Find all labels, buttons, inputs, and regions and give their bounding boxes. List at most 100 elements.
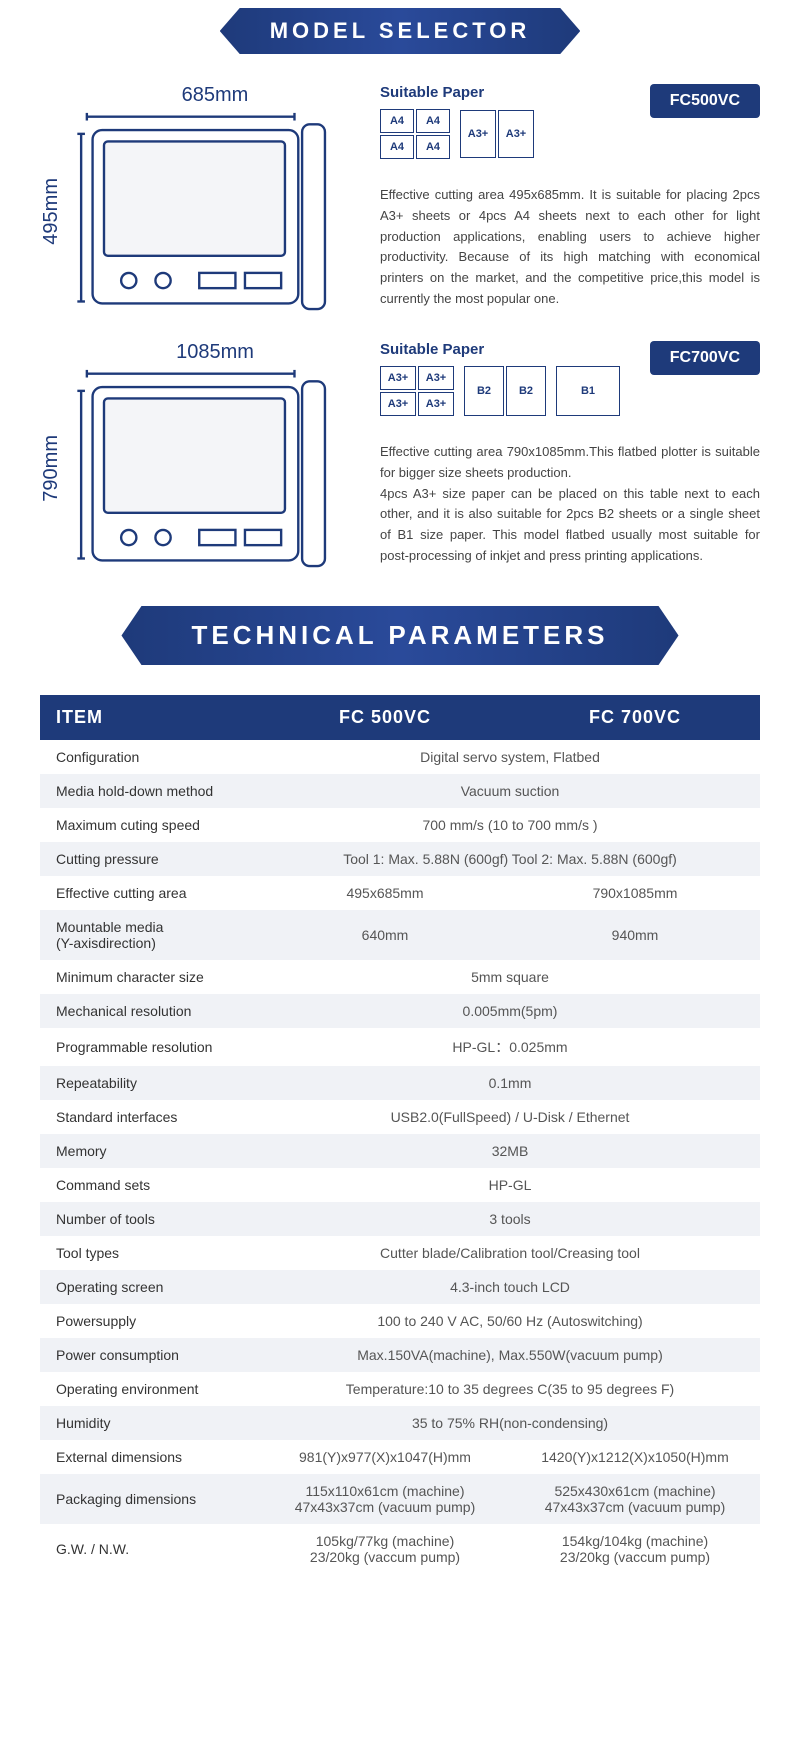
spec-label: Memory <box>40 1134 260 1168</box>
paper-a3plus: A3+ <box>418 366 454 390</box>
spec-value-b: 1420(Y)x1212(X)x1050(H)mm <box>510 1440 760 1474</box>
spec-label: Powersupply <box>40 1304 260 1338</box>
spec-label: Operating environment <box>40 1372 260 1406</box>
spec-label: Number of tools <box>40 1202 260 1236</box>
paper-a4: A4 <box>416 135 450 159</box>
table-row: External dimensions981(Y)x977(X)x1047(H)… <box>40 1440 760 1474</box>
spec-label: Configuration <box>40 740 260 774</box>
spec-value: HP-GL <box>260 1168 760 1202</box>
table-row: Command setsHP-GL <box>40 1168 760 1202</box>
spec-value: 0.005mm(5pm) <box>260 994 760 1028</box>
spec-label: Repeatability <box>40 1066 260 1100</box>
spec-value: 100 to 240 V AC, 50/60 Hz (Autoswitching… <box>260 1304 760 1338</box>
paper-sizes: A4 A4 A4 A4 A3+ A3+ <box>380 109 534 159</box>
table-row: Packaging dimensions115x110x61cm (machin… <box>40 1474 760 1524</box>
model-badge: FC700VC <box>650 341 760 375</box>
banner-text: TECHNICAL PARAMETERS <box>121 606 678 665</box>
paper-a3plus: A3+ <box>418 392 454 416</box>
height-dimension: 790mm <box>40 435 63 502</box>
paper-a3plus: A3+ <box>460 110 496 158</box>
spec-value-b: 940mm <box>510 910 760 960</box>
spec-value: Vacuum suction <box>260 774 760 808</box>
width-dimension: 1085mm <box>80 341 350 364</box>
paper-b2: B2 <box>464 366 504 416</box>
table-row: G.W. / N.W.105kg/77kg (machine) 23/20kg … <box>40 1524 760 1574</box>
table-row: Media hold-down methodVacuum suction <box>40 774 760 808</box>
table-row: Standard interfacesUSB2.0(FullSpeed) / U… <box>40 1100 760 1134</box>
info-column: Suitable Paper A3+ A3+ A3+ A3+ B2 <box>380 341 760 568</box>
spec-value: 700 mm/s (10 to 700 mm/s ) <box>260 808 760 842</box>
spec-value: Digital servo system, Flatbed <box>260 740 760 774</box>
table-row: Maximum cuting speed700 mm/s (10 to 700 … <box>40 808 760 842</box>
plotter-diagram <box>69 111 350 311</box>
table-row: Power consumptionMax.150VA(machine), Max… <box>40 1338 760 1372</box>
model-selector-banner: MODEL SELECTOR <box>0 8 800 54</box>
spec-value: Max.150VA(machine), Max.550W(vacuum pump… <box>260 1338 760 1372</box>
spec-label: Cutting pressure <box>40 842 260 876</box>
table-row: Operating screen4.3-inch touch LCD <box>40 1270 760 1304</box>
spec-label: Packaging dimensions <box>40 1474 260 1524</box>
spec-label: Operating screen <box>40 1270 260 1304</box>
suitable-paper-title: Suitable Paper <box>380 84 534 101</box>
paper-b2: B2 <box>506 366 546 416</box>
spec-value: USB2.0(FullSpeed) / U-Disk / Ethernet <box>260 1100 760 1134</box>
col-fc500: FC 500VC <box>260 695 510 740</box>
spec-value: HP-GL：0.025mm <box>260 1028 760 1066</box>
paper-sizes: A3+ A3+ A3+ A3+ B2 B2 B1 <box>380 366 620 416</box>
plotter-diagram <box>69 368 350 568</box>
table-row: Programmable resolutionHP-GL：0.025mm <box>40 1028 760 1066</box>
table-row: Operating environmentTemperature:10 to 3… <box>40 1372 760 1406</box>
spec-label: Humidity <box>40 1406 260 1440</box>
spec-table: ITEM FC 500VC FC 700VC ConfigurationDigi… <box>40 695 760 1574</box>
model-description: Effective cutting area 495x685mm. It is … <box>380 185 760 310</box>
info-column: Suitable Paper A4 A4 A4 A4 A3+ <box>380 84 760 311</box>
paper-a4: A4 <box>380 135 414 159</box>
banner-text: MODEL SELECTOR <box>220 8 581 54</box>
table-row: Tool typesCutter blade/Calibration tool/… <box>40 1236 760 1270</box>
spec-label: Command sets <box>40 1168 260 1202</box>
spec-label: Tool types <box>40 1236 260 1270</box>
spec-label: Minimum character size <box>40 960 260 994</box>
col-fc700: FC 700VC <box>510 695 760 740</box>
spec-value: 35 to 75% RH(non-condensing) <box>260 1406 760 1440</box>
table-row: Repeatability0.1mm <box>40 1066 760 1100</box>
spec-label: Programmable resolution <box>40 1028 260 1066</box>
paper-a3plus: A3+ <box>380 392 416 416</box>
spec-value-b: 790x1085mm <box>510 876 760 910</box>
diagram-column: 1085mm 790mm <box>40 341 350 568</box>
spec-value-a: 640mm <box>260 910 510 960</box>
model-badge: FC500VC <box>650 84 760 118</box>
spec-value: Tool 1: Max. 5.88N (600gf) Tool 2: Max. … <box>260 842 760 876</box>
paper-b1: B1 <box>556 366 620 416</box>
spec-label: Mountable media (Y-axisdirection) <box>40 910 260 960</box>
suitable-paper-title: Suitable Paper <box>380 341 620 358</box>
spec-label: Standard interfaces <box>40 1100 260 1134</box>
spec-label: Power consumption <box>40 1338 260 1372</box>
spec-value-a: 981(Y)x977(X)x1047(H)mm <box>260 1440 510 1474</box>
spec-label: External dimensions <box>40 1440 260 1474</box>
spec-value: 3 tools <box>260 1202 760 1236</box>
table-row: Memory32MB <box>40 1134 760 1168</box>
spec-value-a: 105kg/77kg (machine) 23/20kg (vaccum pum… <box>260 1524 510 1574</box>
table-row: ConfigurationDigital servo system, Flatb… <box>40 740 760 774</box>
paper-a3plus: A3+ <box>380 366 416 390</box>
table-row: Mechanical resolution0.005mm(5pm) <box>40 994 760 1028</box>
spec-value: Temperature:10 to 35 degrees C(35 to 95 … <box>260 1372 760 1406</box>
spec-value: Cutter blade/Calibration tool/Creasing t… <box>260 1236 760 1270</box>
spec-label: Mechanical resolution <box>40 994 260 1028</box>
spec-value: 5mm square <box>260 960 760 994</box>
model-row-fc500: 685mm 495mm S <box>0 84 800 341</box>
spec-value: 4.3-inch touch LCD <box>260 1270 760 1304</box>
model-row-fc700: 1085mm 790mm <box>0 341 800 598</box>
paper-a4: A4 <box>416 109 450 133</box>
spec-value-b: 154kg/104kg (machine) 23/20kg (vaccum pu… <box>510 1524 760 1574</box>
table-row: Number of tools3 tools <box>40 1202 760 1236</box>
spec-value-b: 525x430x61cm (machine) 47x43x37cm (vacuu… <box>510 1474 760 1524</box>
diagram-column: 685mm 495mm <box>40 84 350 311</box>
table-row: Powersupply100 to 240 V AC, 50/60 Hz (Au… <box>40 1304 760 1338</box>
width-dimension: 685mm <box>80 84 350 107</box>
spec-value: 32MB <box>260 1134 760 1168</box>
table-row: Cutting pressureTool 1: Max. 5.88N (600g… <box>40 842 760 876</box>
table-header-row: ITEM FC 500VC FC 700VC <box>40 695 760 740</box>
table-row: Minimum character size5mm square <box>40 960 760 994</box>
